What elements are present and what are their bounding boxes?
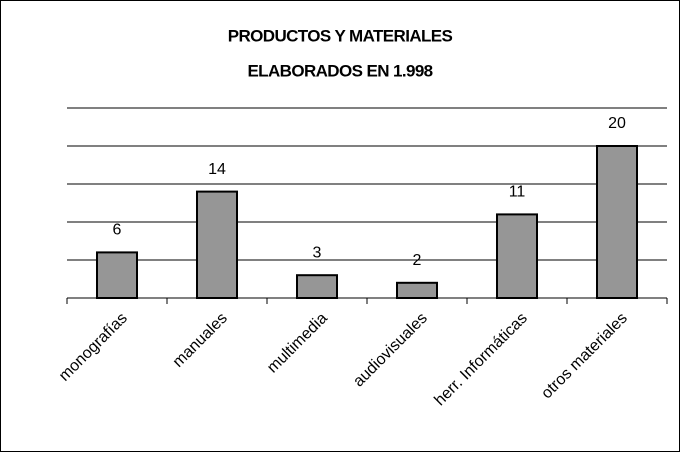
bar — [296, 274, 338, 300]
data-label: 20 — [608, 115, 626, 132]
chart-title: PRODUCTOS Y MATERIALES — [228, 26, 453, 45]
bar — [196, 190, 238, 300]
bar — [496, 213, 538, 299]
data-label: 6 — [113, 222, 122, 239]
bar — [396, 281, 438, 299]
data-label: 2 — [413, 252, 422, 269]
data-label: 11 — [509, 184, 526, 201]
bar — [96, 251, 138, 299]
bar — [596, 145, 638, 299]
chart-title: ELABORADOS EN 1.998 — [247, 61, 432, 80]
data-label: 3 — [313, 244, 322, 261]
data-label: 14 — [208, 161, 226, 178]
